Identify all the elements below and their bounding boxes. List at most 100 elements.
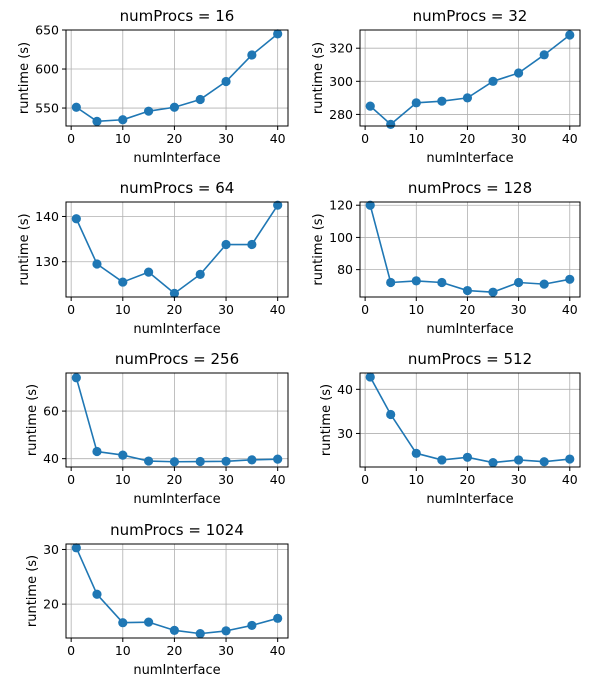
- axes-frame: [65, 372, 289, 468]
- x-tick-label: 40: [270, 131, 286, 146]
- x-axis-label: numInterface: [133, 492, 220, 507]
- data-point: [365, 101, 375, 111]
- x-axis-label: numInterface: [426, 322, 513, 337]
- x-tick-label: 10: [408, 131, 424, 146]
- data-point: [71, 543, 81, 553]
- data-point: [539, 457, 549, 467]
- panel-7: 0 10 20 30 40 20 30 numProcs = 1024 numInterface…: [25, 521, 289, 678]
- panel-title: numProcs = 256: [115, 350, 239, 368]
- data-point: [539, 50, 549, 60]
- data-point: [462, 452, 473, 462]
- data-point: [92, 446, 102, 457]
- x-tick-label: 20: [166, 643, 182, 658]
- panel-title: numProcs = 512: [408, 350, 532, 368]
- data-point: [169, 288, 180, 298]
- data-point: [514, 68, 524, 78]
- panel-6: 0 10 20 30 40 30 40 numProcs = 512 numInterface r…: [319, 350, 581, 507]
- data-point: [144, 456, 154, 466]
- x-tick-label: 10: [115, 643, 131, 658]
- x-tick-label: 0: [361, 131, 369, 146]
- data-point: [539, 279, 549, 289]
- y-tick-label: 20: [43, 597, 59, 612]
- panel-title: numProcs = 1024: [110, 521, 244, 539]
- y-axis-label: runtime (s): [17, 213, 32, 285]
- data-point: [565, 454, 575, 464]
- x-axis-label: numInterface: [133, 663, 220, 678]
- data-point: [365, 372, 375, 382]
- data-point: [488, 76, 498, 86]
- data-point: [411, 98, 421, 108]
- y-axis-label: runtime (s): [319, 384, 334, 456]
- data-point: [247, 455, 257, 465]
- y-tick-label: 550: [35, 101, 59, 116]
- panel-4: 0 10 20 30 40 80 100 120 numProcs = 128 numInterf…: [311, 179, 581, 337]
- x-tick-label: 0: [67, 302, 75, 317]
- data-point: [514, 455, 524, 465]
- x-tick-label: 0: [361, 472, 369, 487]
- data-point: [386, 277, 396, 288]
- y-axis-label: runtime (s): [25, 555, 40, 627]
- x-axis-label: numInterface: [426, 492, 513, 507]
- axes-frame: [359, 372, 581, 468]
- x-tick-label: 30: [511, 302, 527, 317]
- data-point: [462, 285, 473, 296]
- data-point: [247, 239, 257, 250]
- y-tick-label: 30: [43, 542, 59, 557]
- data-point: [118, 277, 128, 287]
- data-point: [273, 29, 283, 39]
- data-point: [92, 259, 102, 269]
- data-point: [71, 102, 81, 112]
- series-line: [75, 377, 278, 463]
- y-tick-label: 600: [35, 62, 59, 77]
- y-tick-label: 80: [337, 262, 353, 277]
- x-tick-label: 30: [511, 131, 527, 146]
- series-line: [75, 204, 279, 295]
- data-point: [221, 76, 231, 87]
- data-point: [411, 448, 421, 458]
- x-axis-label: numInterface: [133, 151, 220, 166]
- data-point: [71, 373, 81, 383]
- data-point: [221, 626, 231, 636]
- y-tick-label: 140: [35, 209, 59, 224]
- x-tick-label: 30: [218, 302, 234, 317]
- x-tick-label: 30: [218, 643, 234, 658]
- data-point: [144, 106, 154, 116]
- y-tick-label: 40: [43, 451, 59, 466]
- data-point: [437, 96, 447, 106]
- y-axis-label: runtime (s): [311, 42, 326, 114]
- data-point: [92, 116, 102, 126]
- data-point: [71, 214, 81, 224]
- x-tick-label: 20: [166, 472, 182, 487]
- data-point: [437, 277, 447, 288]
- data-point: [221, 239, 231, 250]
- data-point: [247, 620, 257, 631]
- y-axis-label: runtime (s): [17, 42, 32, 114]
- y-tick-label: 130: [35, 254, 59, 269]
- y-tick-label: 100: [329, 230, 353, 245]
- y-tick-label: 40: [337, 382, 353, 397]
- x-tick-label: 40: [562, 472, 578, 487]
- series-line: [369, 205, 570, 293]
- data-point: [118, 450, 128, 460]
- data-point: [514, 277, 524, 288]
- panel-title: numProcs = 128: [408, 179, 532, 197]
- data-point: [169, 625, 180, 635]
- x-tick-label: 0: [67, 131, 75, 146]
- data-point: [273, 454, 283, 464]
- data-point: [92, 589, 102, 599]
- y-tick-label: 300: [329, 74, 353, 89]
- data-point: [273, 613, 283, 623]
- data-point: [195, 456, 205, 467]
- x-tick-label: 0: [67, 472, 75, 487]
- x-tick-label: 40: [562, 131, 578, 146]
- panel-title: numProcs = 32: [413, 7, 528, 25]
- data-point: [221, 456, 231, 466]
- data-point: [488, 457, 498, 468]
- x-tick-label: 20: [459, 302, 475, 317]
- y-tick-label: 280: [329, 107, 353, 122]
- data-point: [144, 267, 154, 277]
- x-tick-label: 40: [270, 472, 286, 487]
- x-tick-label: 40: [270, 302, 286, 317]
- panel-3: 0 10 20 30 40 130 140 numProcs = 64 numInterface…: [17, 179, 289, 337]
